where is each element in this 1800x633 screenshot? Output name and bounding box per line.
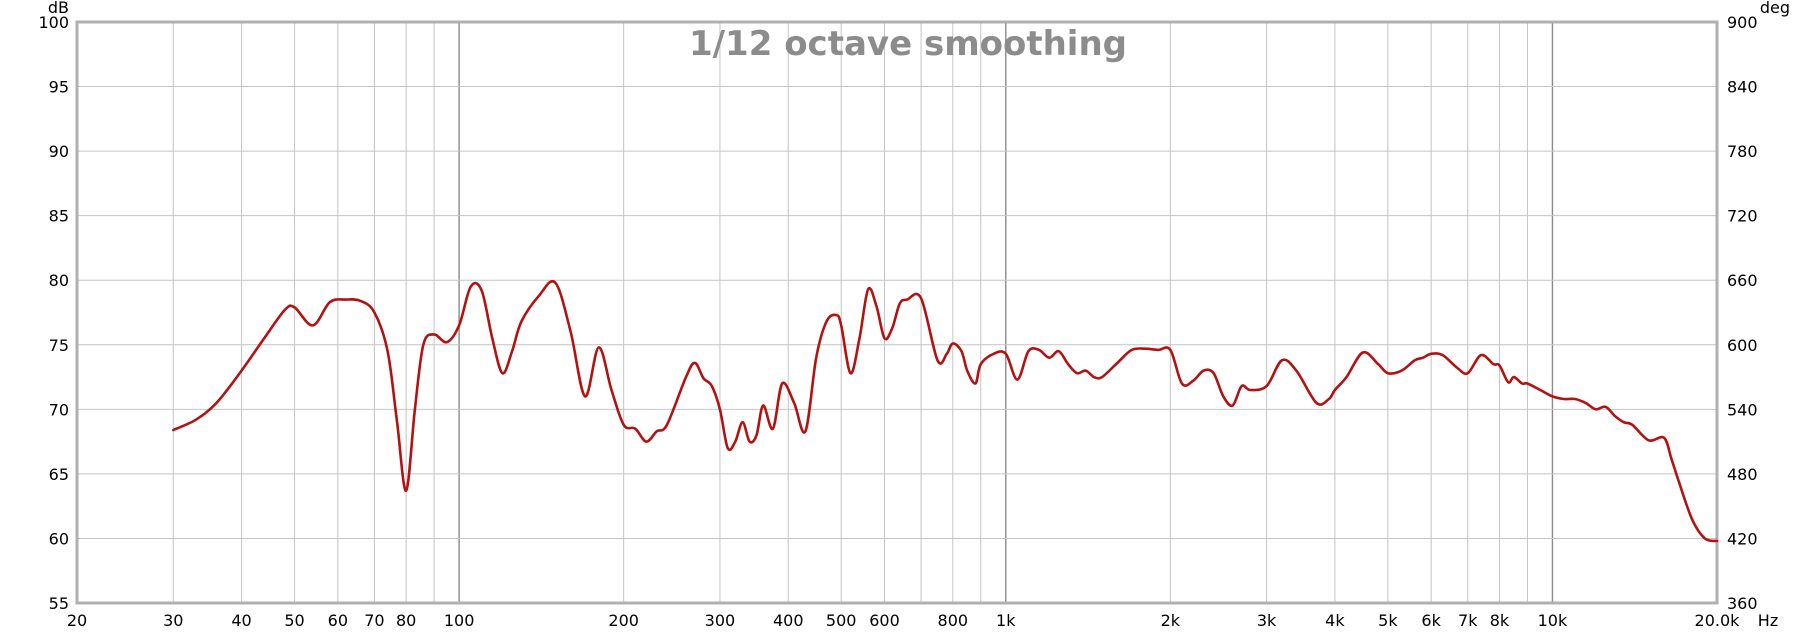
y2-tick-label: 540 (1727, 400, 1758, 419)
y-tick-label: 90 (49, 142, 69, 161)
x-tick-label: 500 (826, 611, 857, 630)
y-tick-label: 60 (49, 529, 69, 548)
y-tick-label: 55 (49, 594, 69, 613)
x-tick-label: 5k (1378, 611, 1398, 630)
x-tick-label: 7k (1458, 611, 1478, 630)
y2-tick-label: 780 (1727, 142, 1758, 161)
x-tick-label: 800 (938, 611, 969, 630)
x-tick-label: 400 (773, 611, 804, 630)
y-tick-label: 95 (49, 78, 69, 97)
x-tick-label: 4k (1325, 611, 1345, 630)
y2-tick-label: 840 (1727, 78, 1758, 97)
y-tick-label: 70 (49, 400, 69, 419)
series-line-0 (172, 280, 1719, 543)
x-tick-labels: 20 30 40 50 60 70 80 100 200 300 400 500 600 800 1k 2k 3… (67, 611, 1740, 630)
x-tick-label: 1k (996, 611, 1016, 630)
x-tick-label: 30 (163, 611, 183, 630)
y-axis-unit: dB (48, 0, 69, 17)
y-tick-label: 80 (49, 271, 69, 290)
y-tick-labels: 55 60 65 70 75 80 85 90 95 100 (38, 13, 69, 613)
x-tick-label: 2k (1161, 611, 1181, 630)
plot-frame (75, 20, 1719, 605)
y2-tick-label: 480 (1727, 465, 1758, 484)
x-tick-label: 600 (869, 611, 900, 630)
y2-axis-unit: deg (1760, 0, 1790, 17)
y2-tick-label: 600 (1727, 336, 1758, 355)
y-tick-label: 65 (49, 465, 69, 484)
x-tick-label: 8k (1490, 611, 1510, 630)
y-tick-label: 85 (49, 207, 69, 226)
y2-tick-labels: 360 420 480 540 600 660 720 780 840 900 (1727, 13, 1758, 613)
chart-title: 1/12 octave smoothing (689, 24, 1127, 64)
x-tick-label: 20.0k (1695, 611, 1741, 630)
y-tick-label: 100 (38, 13, 69, 32)
x-tick-label: 6k (1421, 611, 1441, 630)
y-tick-label: 75 (49, 336, 69, 355)
y2-tick-label: 420 (1727, 529, 1758, 548)
x-axis-unit: Hz (1758, 611, 1778, 630)
y2-tick-label: 720 (1727, 207, 1758, 226)
x-tick-label: 60 (328, 611, 348, 630)
x-tick-label: 80 (396, 611, 416, 630)
x-tick-label: 10k (1538, 611, 1568, 630)
x-tick-label: 200 (608, 611, 639, 630)
x-tick-label: 300 (705, 611, 736, 630)
series-layer (172, 280, 1719, 543)
x-tick-label: 50 (284, 611, 304, 630)
x-tick-label: 20 (67, 611, 87, 630)
x-tick-label: 100 (444, 611, 475, 630)
x-tick-label: 70 (364, 611, 384, 630)
y2-tick-label: 360 (1727, 594, 1758, 613)
y2-tick-label: 900 (1727, 13, 1758, 32)
x-tick-label: 3k (1257, 611, 1277, 630)
y2-tick-label: 660 (1727, 271, 1758, 290)
x-tick-label: 40 (231, 611, 251, 630)
